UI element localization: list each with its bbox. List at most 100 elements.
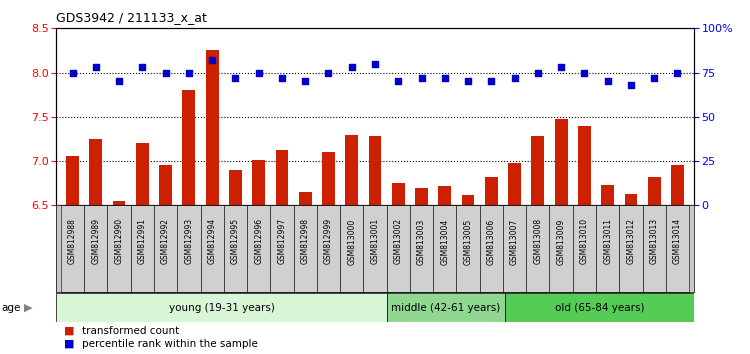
Bar [270,205,293,292]
Point [276,75,288,81]
Point [90,64,102,70]
Text: transformed count: transformed count [82,326,180,336]
Bar [182,90,195,205]
Point [648,75,660,81]
Bar [345,135,358,205]
Bar [666,205,689,292]
Point [532,70,544,75]
Text: GSM812993: GSM812993 [184,218,194,264]
Bar [252,160,265,205]
Point [671,70,683,75]
Bar [84,205,107,292]
Point [183,70,195,75]
Point [160,70,172,75]
Text: GSM813012: GSM813012 [626,218,635,264]
Bar [363,205,387,292]
Text: GSM813011: GSM813011 [603,218,612,264]
Text: old (65-84 years): old (65-84 years) [554,303,644,313]
Bar [620,205,643,292]
Bar [578,126,591,205]
Point [555,64,567,70]
Text: GSM813014: GSM813014 [673,218,682,264]
Point [322,70,334,75]
Text: age: age [2,303,21,313]
Bar [340,205,363,292]
Text: percentile rank within the sample: percentile rank within the sample [82,339,258,349]
Text: GSM813000: GSM813000 [347,218,356,264]
Bar [387,293,505,322]
Point [416,75,428,81]
Bar [293,205,316,292]
Bar [625,194,638,205]
Bar [130,205,154,292]
Text: GSM812996: GSM812996 [254,218,263,264]
Point [346,64,358,70]
Text: GSM813010: GSM813010 [580,218,589,264]
Text: GSM813003: GSM813003 [417,218,426,264]
Bar [573,205,596,292]
Text: ■: ■ [64,339,74,349]
Bar [602,185,614,205]
Point [253,70,265,75]
Bar [200,205,223,292]
Point [578,70,590,75]
Bar [550,205,573,292]
Bar [526,205,550,292]
Bar [555,119,568,205]
Bar [322,152,334,205]
Bar [433,205,457,292]
Text: GSM813008: GSM813008 [533,218,542,264]
Text: GSM812999: GSM812999 [324,218,333,264]
Point [625,82,637,88]
Point [67,70,79,75]
Bar [298,192,311,205]
Bar [387,205,410,292]
Text: GSM813001: GSM813001 [370,218,380,264]
Bar [480,205,503,292]
Point [136,64,148,70]
Text: GSM812991: GSM812991 [138,218,147,264]
Bar [509,163,521,205]
Bar [61,205,84,292]
Bar [154,205,177,292]
Text: GSM812997: GSM812997 [278,218,286,264]
Bar [439,186,452,205]
Bar [368,136,382,205]
Point [299,79,311,84]
Bar [596,205,619,292]
Bar [56,293,387,322]
Bar [229,170,242,205]
Text: GSM813013: GSM813013 [650,218,658,264]
Bar [648,177,661,205]
Text: middle (42-61 years): middle (42-61 years) [392,303,500,313]
Bar [532,136,544,205]
Text: GSM812995: GSM812995 [231,218,240,264]
Bar [457,205,480,292]
Point [509,75,520,81]
Bar [89,139,102,205]
Bar [136,143,148,205]
Text: GSM812990: GSM812990 [115,218,124,264]
Bar [505,293,694,322]
Bar [643,205,666,292]
Bar [206,51,218,205]
Point [206,57,218,63]
Bar [159,166,172,205]
Point [392,79,404,84]
Text: GSM812998: GSM812998 [301,218,310,264]
Bar [107,205,130,292]
Text: GSM812989: GSM812989 [92,218,100,264]
Bar [410,205,434,292]
Text: GSM812988: GSM812988 [68,218,77,264]
Bar [275,150,288,205]
Bar [392,183,405,205]
Bar [247,205,270,292]
Text: GSM813002: GSM813002 [394,218,403,264]
Point [230,75,242,81]
Text: ▶: ▶ [24,303,32,313]
Text: ■: ■ [64,326,74,336]
Point [439,75,451,81]
Bar [66,156,79,205]
Point [485,79,497,84]
Bar [224,205,247,292]
